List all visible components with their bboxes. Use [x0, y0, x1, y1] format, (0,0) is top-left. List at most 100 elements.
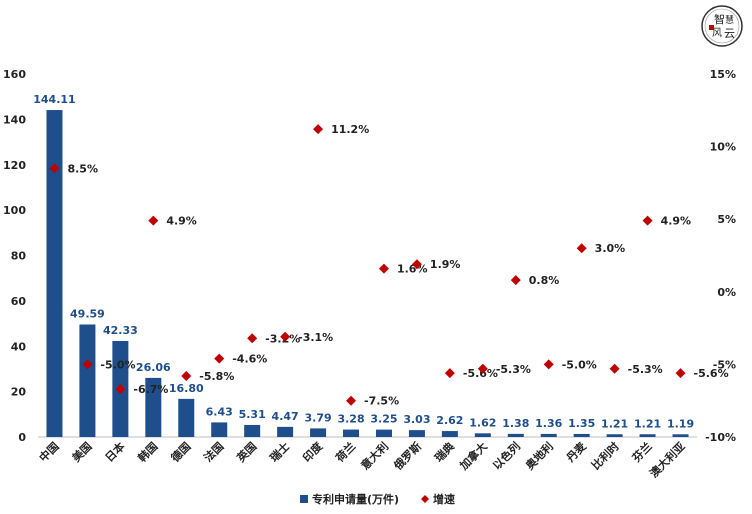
category-label: 英国: [233, 439, 259, 465]
bar: [441, 431, 458, 437]
svg-text:慧: 慧: [725, 14, 734, 26]
growth-label: -5.3%: [628, 363, 663, 376]
left-axis-tick: 140: [3, 113, 26, 126]
growth-marker: [214, 353, 225, 364]
growth-label: -5.3%: [496, 363, 531, 376]
svg-text:云: 云: [724, 27, 735, 40]
bar-value-label: 1.62: [469, 416, 496, 429]
legend-growth-label: 增速: [433, 492, 455, 506]
category-label: 瑞典: [432, 439, 457, 464]
left-axis-tick: 20: [11, 386, 27, 399]
category-label: 日本: [102, 439, 127, 464]
bar: [277, 426, 294, 437]
bar-value-label: 1.21: [601, 417, 628, 430]
bar-value-label: 3.03: [403, 413, 430, 426]
growth-label: -5.6%: [463, 367, 498, 380]
right-axis-tick: 0%: [717, 286, 736, 299]
brand-logo: 智 慧 风 云: [700, 4, 744, 48]
bar: [672, 434, 689, 437]
bar: [310, 428, 327, 437]
growth-marker: [313, 124, 324, 135]
category-label: 加拿大: [456, 439, 490, 473]
growth-label: 11.2%: [331, 123, 369, 136]
left-axis-tick: 100: [3, 204, 26, 217]
growth-marker: [642, 215, 653, 226]
bar-value-label: 16.80: [169, 382, 204, 395]
growth-marker: [675, 368, 686, 379]
bar: [507, 433, 524, 437]
growth-marker: [82, 359, 93, 370]
left-axis-tick: 80: [11, 250, 27, 263]
bar-value-label: 2.62: [436, 414, 463, 427]
growth-marker: [148, 215, 159, 226]
bar: [540, 433, 557, 437]
growth-marker: [49, 163, 60, 174]
right-axis-tick: 10%: [710, 141, 736, 154]
category-label: 德国: [167, 439, 193, 465]
bar: [606, 434, 623, 437]
bar-value-label: 49.59: [70, 307, 105, 320]
growth-marker: [280, 331, 291, 342]
bar: [639, 434, 656, 437]
growth-label: -3.1%: [298, 331, 333, 344]
left-axis-tick: 40: [11, 340, 27, 353]
svg-text:智: 智: [714, 12, 725, 26]
category-label: 法国: [201, 439, 226, 464]
growth-marker: [510, 275, 521, 286]
growth-label: 3.0%: [595, 242, 626, 255]
bar: [573, 433, 590, 437]
category-label: 澳大利亚: [647, 439, 688, 480]
bar: [474, 433, 491, 437]
growth-label: -5.0%: [562, 358, 597, 371]
legend-bar-swatch: [300, 495, 308, 503]
bar: [178, 398, 195, 437]
bar: [375, 429, 392, 437]
legend-growth-swatch: [421, 495, 429, 503]
bar: [244, 424, 261, 437]
svg-text:风: 风: [712, 27, 722, 39]
left-axis-tick: 60: [11, 295, 27, 308]
growth-label: 4.9%: [166, 215, 197, 228]
growth-label: 8.5%: [67, 162, 98, 175]
bar-value-label: 1.35: [568, 417, 595, 430]
bar-value-label: 42.33: [103, 324, 138, 337]
left-axis-tick: 120: [3, 159, 26, 172]
growth-marker: [411, 259, 422, 270]
category-label: 奥地利: [522, 439, 556, 473]
growth-label: -6.7%: [133, 383, 168, 396]
bar: [408, 430, 425, 437]
growth-marker: [115, 384, 126, 395]
left-axis-tick: 160: [3, 68, 26, 81]
bar-value-label: 3.25: [370, 413, 397, 426]
growth-label: -5.6%: [694, 367, 729, 380]
growth-marker: [378, 263, 389, 274]
growth-label: -4.6%: [232, 353, 267, 366]
bar-value-label: 1.36: [535, 417, 562, 430]
growth-label: -5.8%: [199, 370, 234, 383]
legend-bar-label: 专利申请量(万件): [312, 492, 399, 506]
left-axis-tick: 0: [18, 431, 26, 444]
bar-value-label: 1.21: [634, 417, 661, 430]
growth-marker: [247, 333, 258, 344]
category-label: 美国: [69, 439, 94, 464]
category-label: 芬兰: [629, 439, 655, 465]
category-label: 印度: [300, 439, 326, 465]
growth-label: 4.9%: [661, 215, 692, 228]
category-label: 比利时: [589, 439, 622, 472]
bar: [145, 377, 162, 437]
category-label: 韩国: [135, 439, 160, 464]
right-axis-tick: 5%: [717, 213, 736, 226]
category-label: 丹麦: [563, 439, 589, 465]
growth-marker: [181, 371, 192, 382]
bar-value-label: 5.31: [239, 408, 266, 421]
growth-marker: [346, 395, 357, 406]
growth-label: -7.5%: [364, 395, 399, 408]
bar-value-label: 1.19: [667, 417, 694, 430]
bar-value-label: 1.38: [502, 417, 529, 430]
bar: [343, 429, 360, 437]
bar-value-label: 6.43: [206, 405, 233, 418]
bar-value-label: 4.47: [272, 410, 299, 423]
bar: [211, 422, 228, 437]
right-axis-tick: -10%: [705, 431, 736, 444]
